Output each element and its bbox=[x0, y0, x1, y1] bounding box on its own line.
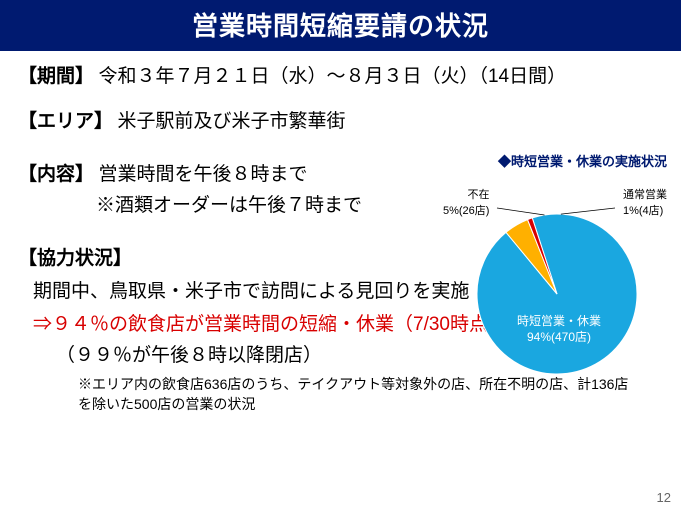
period-label: 【期間】 bbox=[18, 66, 94, 87]
page-number: 12 bbox=[657, 490, 671, 505]
pie-label-right-2: 1%(4店) bbox=[623, 202, 667, 218]
area-value: 米子駅前及び米子市繁華街 bbox=[117, 111, 345, 132]
pie-label-right: 通常営業 1%(4店) bbox=[623, 186, 667, 218]
detail-label: 【内容】 bbox=[18, 164, 94, 185]
detail-value: 営業時間を午後８時まで bbox=[98, 164, 307, 185]
pie-chart-area: ◆時短営業・休業の実施状況 不在 5%(26店) 通常営業 1%(4店) 時短営… bbox=[437, 151, 667, 394]
row-period: 【期間】 令和３年７月２１日（水）～８月３日（火）（14日間） bbox=[18, 61, 663, 88]
content-area: 【期間】 令和３年７月２１日（水）～８月３日（火）（14日間） 【エリア】 米子… bbox=[0, 51, 681, 414]
pie-label-left-1: 不在 bbox=[443, 186, 489, 202]
page-title: 営業時間短縮要請の状況 bbox=[0, 0, 681, 51]
area-label: 【エリア】 bbox=[18, 111, 113, 132]
pie-center-1: 時短営業・休業 bbox=[517, 314, 601, 330]
pie-label-left-2: 5%(26店) bbox=[443, 202, 489, 218]
leader-line bbox=[497, 208, 544, 215]
pie-label-right-1: 通常営業 bbox=[623, 186, 667, 202]
row-area: 【エリア】 米子駅前及び米子市繁華街 bbox=[18, 106, 663, 133]
pie-center-2: 94%(470店) bbox=[517, 330, 601, 346]
leader-line bbox=[561, 208, 615, 214]
chart-title: ◆時短営業・休業の実施状況 bbox=[437, 151, 667, 170]
pie-center-label: 時短営業・休業 94%(470店) bbox=[517, 314, 601, 345]
pie-label-left: 不在 5%(26店) bbox=[443, 186, 489, 218]
pie-wrap: 不在 5%(26店) 通常営業 1%(4店) 時短営業・休業 94%(470店) bbox=[437, 174, 667, 394]
period-value: 令和３年７月２１日（水）～８月３日（火）（14日間） bbox=[98, 66, 566, 87]
